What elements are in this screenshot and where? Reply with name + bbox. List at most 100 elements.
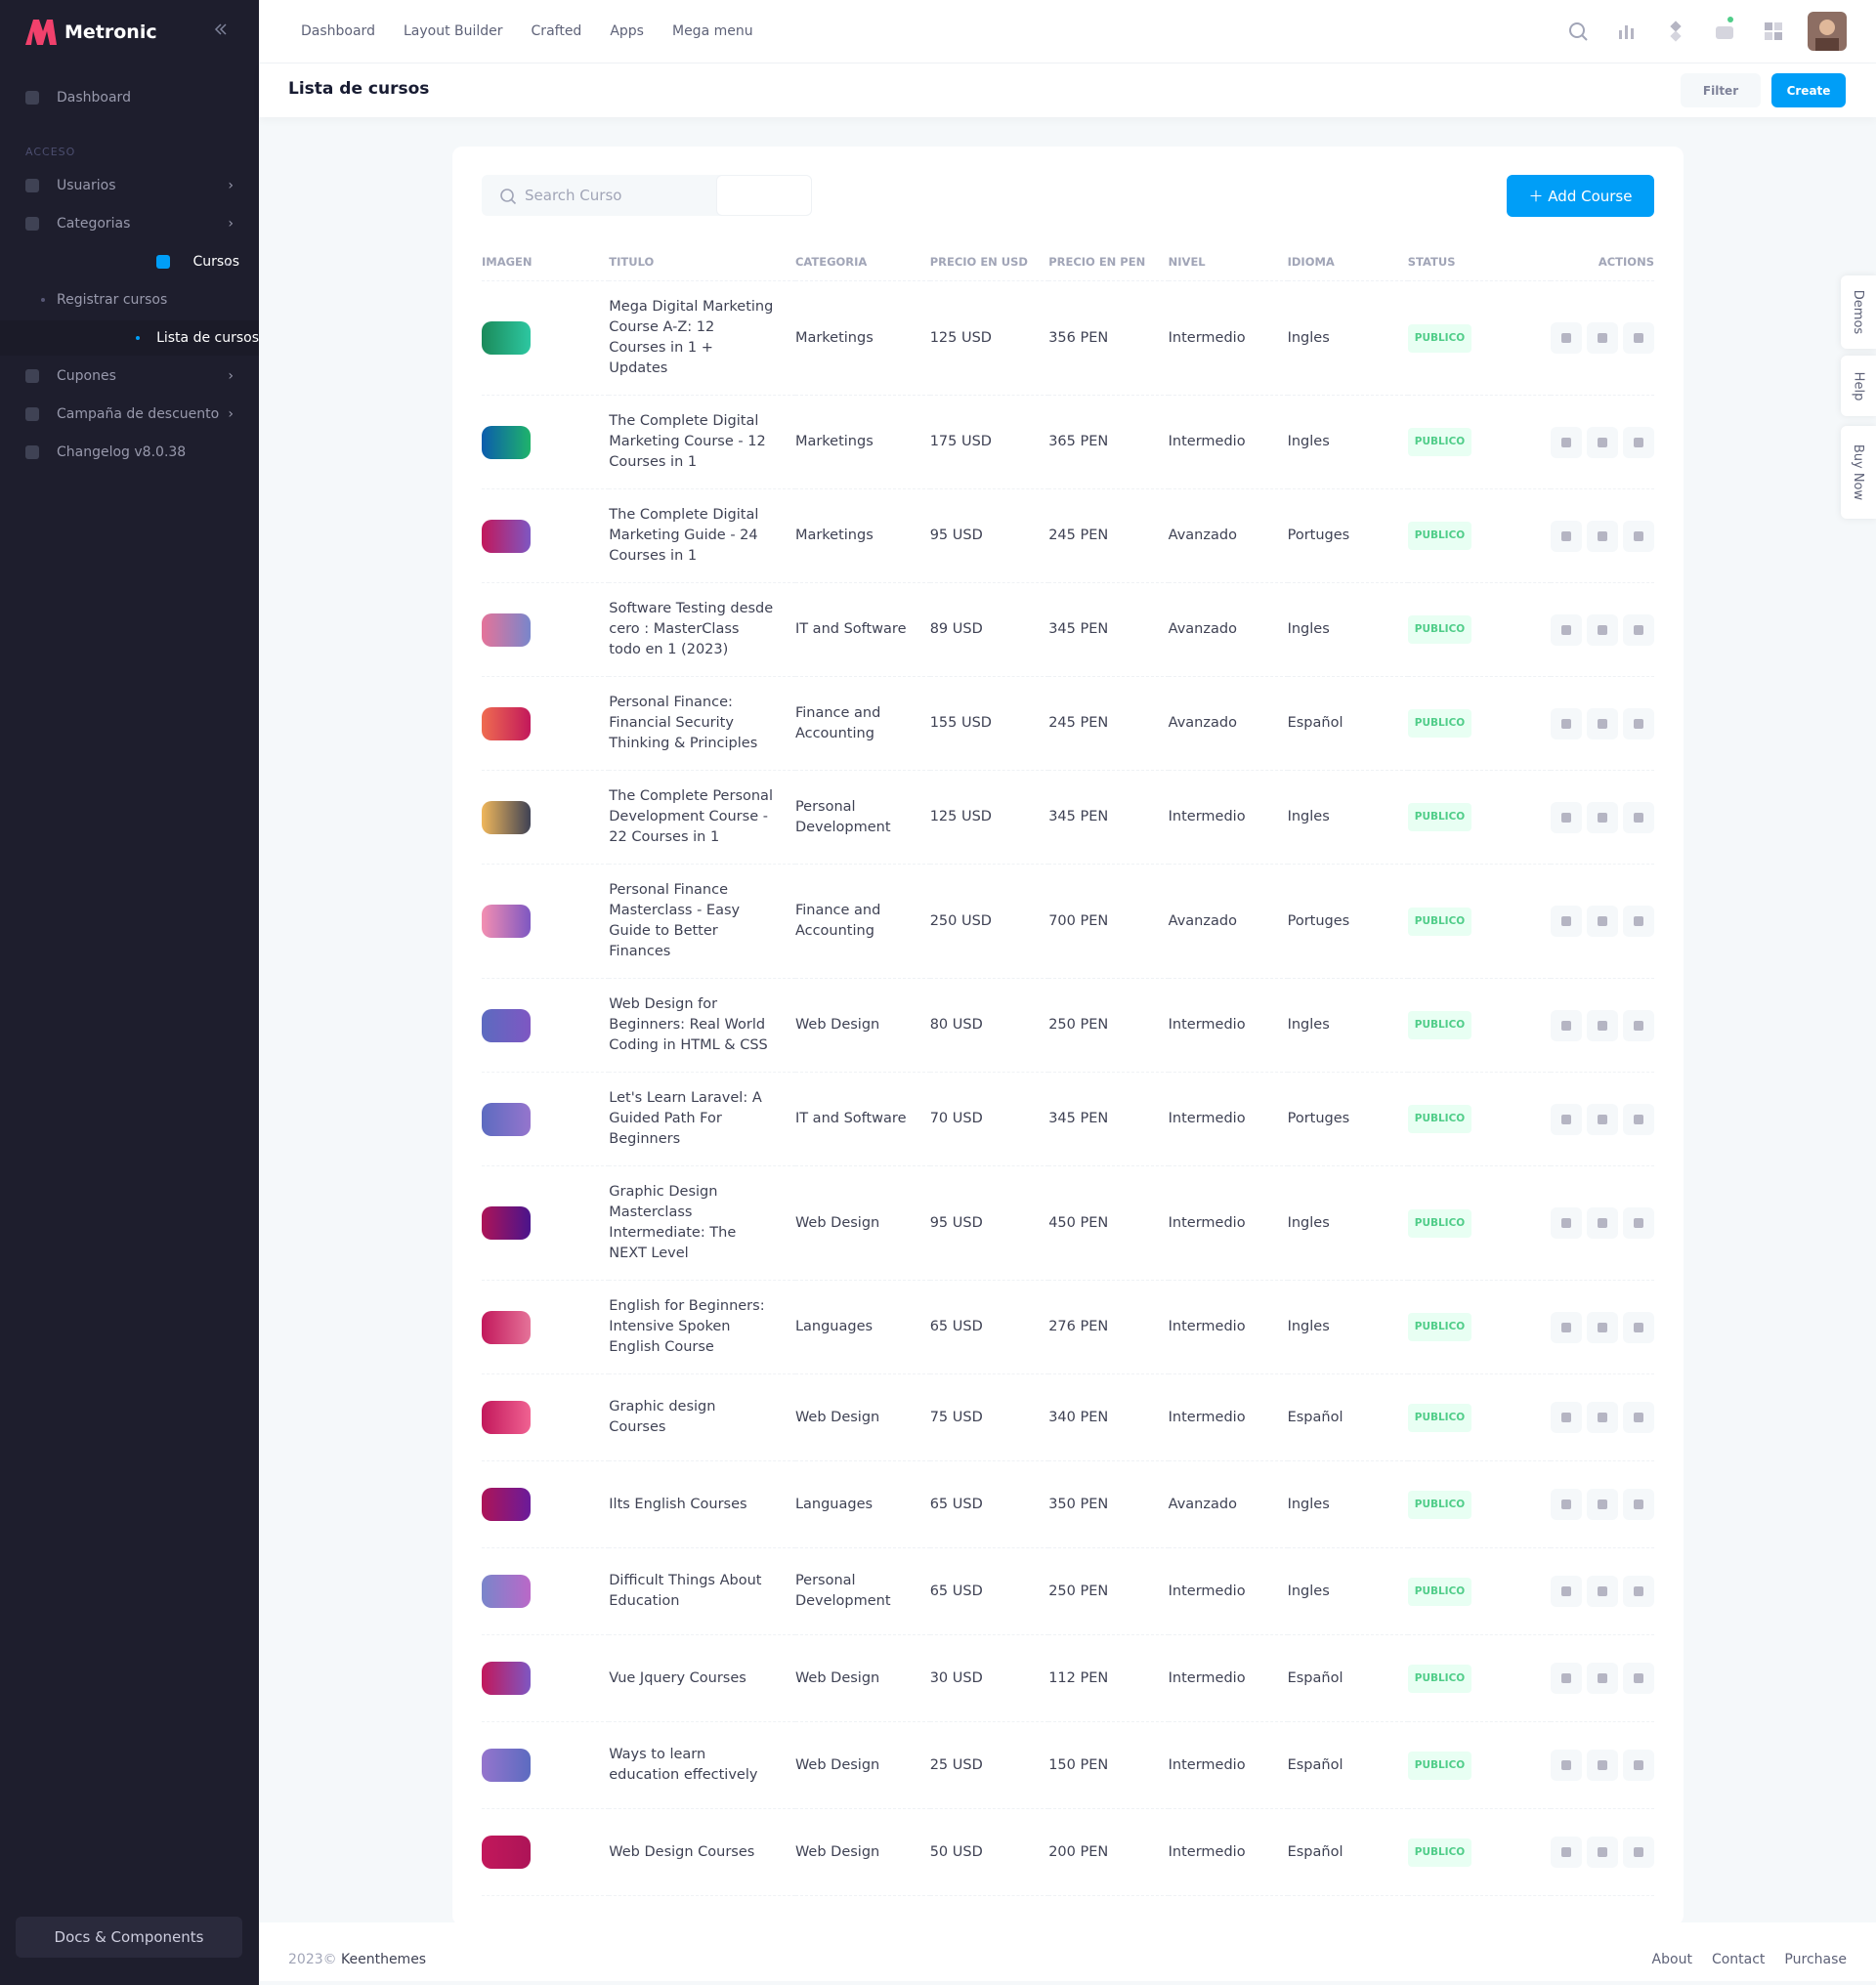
view-button[interactable] xyxy=(1551,613,1582,646)
course-thumbnail[interactable] xyxy=(482,321,531,355)
delete-button[interactable] xyxy=(1623,322,1654,354)
delete-button[interactable] xyxy=(1623,1576,1654,1607)
collapse-icon[interactable] xyxy=(213,21,229,37)
edit-button[interactable] xyxy=(1587,1750,1618,1781)
delete-button[interactable] xyxy=(1623,1750,1654,1781)
delete-button[interactable] xyxy=(1623,906,1654,937)
edit-button[interactable] xyxy=(1587,1103,1618,1135)
edit-button[interactable] xyxy=(1587,1837,1618,1868)
course-thumbnail[interactable] xyxy=(482,1008,531,1042)
delete-button[interactable] xyxy=(1623,707,1654,739)
edit-button[interactable] xyxy=(1587,906,1618,937)
delete-button[interactable] xyxy=(1623,1663,1654,1694)
course-thumbnail[interactable] xyxy=(482,1749,531,1782)
sidebar-item[interactable]: Changelog v8.0.38 xyxy=(25,435,239,470)
sidebar-item[interactable]: Campaña de descuento › xyxy=(25,397,239,432)
edit-button[interactable] xyxy=(1587,1009,1618,1041)
icon-search[interactable] xyxy=(1563,17,1593,46)
sidebar-item[interactable]: Lista de cursos xyxy=(0,320,259,356)
view-button[interactable] xyxy=(1551,1311,1582,1343)
view-button[interactable] xyxy=(1551,707,1582,739)
delete-button[interactable] xyxy=(1623,1009,1654,1041)
create-button[interactable]: Create xyxy=(1771,73,1846,107)
delete-button[interactable] xyxy=(1623,1837,1654,1868)
course-thumbnail[interactable] xyxy=(482,1102,531,1136)
sidebar-item[interactable]: Categorias › xyxy=(25,206,239,241)
search-input[interactable]: Search Curso xyxy=(482,175,812,216)
sidebar-item[interactable]: Registrar cursos xyxy=(41,282,239,317)
edit-button[interactable] xyxy=(1587,520,1618,552)
side-tab[interactable]: Help xyxy=(1841,356,1876,416)
view-button[interactable] xyxy=(1551,1207,1582,1239)
filter-button[interactable]: Filter xyxy=(1681,73,1761,107)
edit-button[interactable] xyxy=(1587,613,1618,646)
view-button[interactable] xyxy=(1551,1576,1582,1607)
edit-button[interactable] xyxy=(1587,426,1618,458)
edit-button[interactable] xyxy=(1587,1311,1618,1343)
nav-link[interactable]: Dashboard xyxy=(301,23,375,39)
add-course-button[interactable]: ＋ Add Course xyxy=(1507,175,1654,217)
delete-button[interactable] xyxy=(1623,801,1654,833)
icon-chart[interactable] xyxy=(1612,17,1642,46)
delete-button[interactable] xyxy=(1623,520,1654,552)
delete-button[interactable] xyxy=(1623,613,1654,646)
nav-link[interactable]: Mega menu xyxy=(671,23,753,39)
side-tab[interactable]: Demos xyxy=(1841,275,1876,349)
course-thumbnail[interactable] xyxy=(482,612,531,647)
course-thumbnail[interactable] xyxy=(482,1575,531,1608)
nav-link[interactable]: Crafted xyxy=(531,23,582,39)
course-thumbnail[interactable] xyxy=(482,1488,531,1521)
view-button[interactable] xyxy=(1551,322,1582,354)
delete-button[interactable] xyxy=(1623,1311,1654,1343)
course-thumbnail[interactable] xyxy=(482,1662,531,1695)
course-thumbnail[interactable] xyxy=(482,1836,531,1869)
side-tab[interactable]: Buy Now xyxy=(1841,426,1876,519)
view-button[interactable] xyxy=(1551,1009,1582,1041)
edit-button[interactable] xyxy=(1587,1402,1618,1433)
sidebar-item[interactable]: Usuarios › xyxy=(25,168,239,203)
sidebar-item[interactable]: Cupones › xyxy=(25,359,239,394)
nav-link[interactable]: Layout Builder xyxy=(403,23,503,39)
edit-button[interactable] xyxy=(1587,801,1618,833)
course-thumbnail[interactable] xyxy=(482,425,531,459)
footer-link[interactable]: Purchase xyxy=(1784,1952,1847,1967)
view-button[interactable] xyxy=(1551,1750,1582,1781)
view-button[interactable] xyxy=(1551,906,1582,937)
course-thumbnail[interactable] xyxy=(482,800,531,834)
sidebar-item[interactable]: Cursos ⌄ xyxy=(25,244,239,279)
view-button[interactable] xyxy=(1551,1103,1582,1135)
delete-button[interactable] xyxy=(1623,1207,1654,1239)
view-button[interactable] xyxy=(1551,1837,1582,1868)
view-button[interactable] xyxy=(1551,801,1582,833)
avatar[interactable] xyxy=(1808,12,1847,51)
view-button[interactable] xyxy=(1551,1402,1582,1433)
footer-company[interactable]: Keenthemes xyxy=(341,1952,427,1967)
course-thumbnail[interactable] xyxy=(482,905,531,938)
view-button[interactable] xyxy=(1551,520,1582,552)
edit-button[interactable] xyxy=(1587,1576,1618,1607)
search-select[interactable] xyxy=(716,175,812,216)
course-thumbnail[interactable] xyxy=(482,706,531,740)
edit-button[interactable] xyxy=(1587,1207,1618,1239)
delete-button[interactable] xyxy=(1623,1103,1654,1135)
delete-button[interactable] xyxy=(1623,426,1654,458)
delete-button[interactable] xyxy=(1623,1402,1654,1433)
icon-chat[interactable] xyxy=(1710,17,1739,46)
course-thumbnail[interactable] xyxy=(482,1401,531,1434)
footer-link[interactable]: Contact xyxy=(1711,1952,1766,1967)
edit-button[interactable] xyxy=(1587,707,1618,739)
docs-button[interactable]: Docs & Components xyxy=(16,1917,242,1958)
course-thumbnail[interactable] xyxy=(482,1310,531,1344)
course-thumbnail[interactable] xyxy=(482,1206,531,1240)
course-thumbnail[interactable] xyxy=(482,519,531,553)
view-button[interactable] xyxy=(1551,1663,1582,1694)
nav-link[interactable]: Apps xyxy=(610,23,644,39)
view-button[interactable] xyxy=(1551,426,1582,458)
sidebar-item[interactable]: Dashboard xyxy=(25,80,239,115)
footer-link[interactable]: About xyxy=(1651,1952,1692,1967)
icon-apps[interactable] xyxy=(1759,17,1788,46)
edit-button[interactable] xyxy=(1587,1489,1618,1520)
edit-button[interactable] xyxy=(1587,1663,1618,1694)
edit-button[interactable] xyxy=(1587,322,1618,354)
brand[interactable]: Metronic xyxy=(25,18,157,47)
